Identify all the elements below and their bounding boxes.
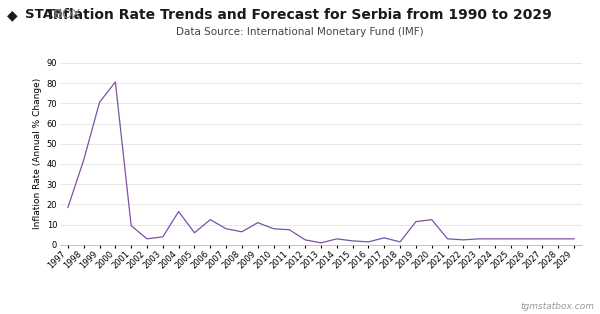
Text: BOX: BOX	[53, 8, 81, 21]
Text: Inflation Rate Trends and Forecast for Serbia from 1990 to 2029: Inflation Rate Trends and Forecast for S…	[48, 8, 552, 22]
Text: ◆: ◆	[7, 8, 18, 22]
Y-axis label: Inflation Rate (Annual % Change): Inflation Rate (Annual % Change)	[34, 78, 43, 230]
Text: tgmstatbox.com: tgmstatbox.com	[520, 302, 594, 311]
Text: STAT: STAT	[25, 8, 61, 21]
Text: Data Source: International Monetary Fund (IMF): Data Source: International Monetary Fund…	[176, 27, 424, 37]
